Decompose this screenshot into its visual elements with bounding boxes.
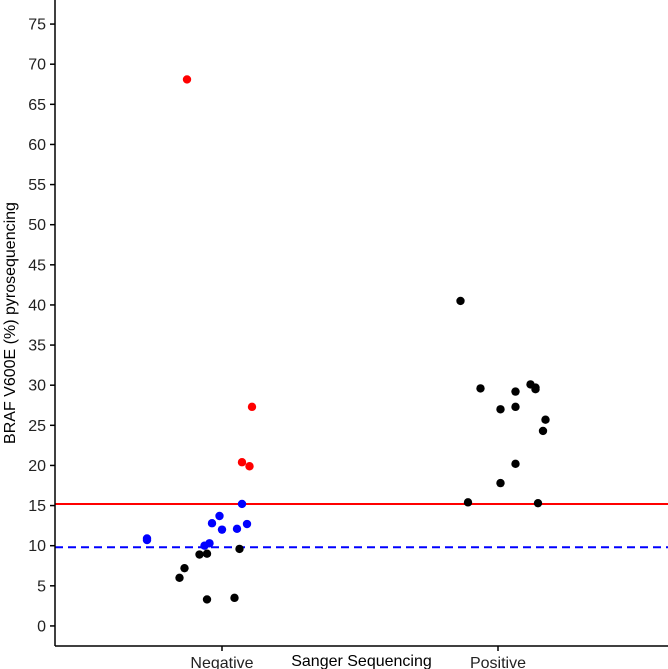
data-point-black (531, 385, 540, 394)
x-tick-label: Positive (470, 655, 526, 669)
data-points (142, 75, 550, 604)
y-tick-label: 75 (28, 17, 46, 34)
data-point-black (202, 549, 212, 558)
data-point-black (230, 593, 239, 603)
x-axis-title: Sanger Sequencing (291, 653, 432, 669)
data-point-black (180, 563, 189, 573)
data-point-black (511, 459, 520, 469)
data-point-blue (142, 535, 152, 545)
y-tick-label: 10 (28, 538, 46, 555)
y-axis-title: BRAF V600E (%) pyrosequencing (2, 202, 19, 444)
data-point-black (235, 544, 244, 554)
y-tick-label: 35 (28, 338, 46, 355)
data-point-red (182, 75, 192, 84)
data-point-black (511, 402, 520, 412)
data-point-black (496, 405, 505, 414)
y-tick-label: 60 (28, 137, 46, 154)
data-point-blue (217, 525, 227, 534)
data-point-blue (242, 519, 252, 529)
data-point-black (195, 550, 204, 559)
data-point-black (175, 573, 184, 582)
y-tick-label: 5 (37, 578, 46, 595)
y-tick-label: 15 (28, 498, 46, 515)
data-point-black (202, 595, 212, 604)
data-point-blue (237, 499, 247, 509)
data-point-blue (215, 511, 224, 521)
y-tick-label: 20 (28, 458, 46, 475)
y-tick-label: 0 (37, 618, 46, 635)
y-axis-ticks: 0 5 10 15 20 25 30 35 40 45 50 55 60 65 70 75 (28, 17, 55, 635)
data-point-blue (232, 524, 242, 534)
data-point-black (541, 415, 550, 424)
x-axis-ticks: Negative Positive (190, 646, 526, 669)
y-tick-label: 55 (28, 177, 46, 194)
y-tick-label: 30 (28, 378, 46, 395)
data-point-black (511, 387, 520, 396)
data-point-blue (207, 519, 217, 528)
data-point-red (245, 462, 254, 471)
data-point-black (476, 384, 485, 393)
data-point-black (456, 296, 465, 306)
data-point-black (496, 478, 505, 488)
y-tick-label: 50 (28, 217, 46, 234)
data-point-blue (205, 539, 214, 548)
x-tick-label: Negative (190, 655, 253, 669)
y-tick-label: 65 (28, 97, 46, 114)
data-point-red (247, 402, 257, 412)
data-point-black (533, 498, 543, 508)
data-point-black (463, 498, 473, 507)
y-tick-label: 45 (28, 257, 46, 274)
data-point-black (538, 426, 548, 436)
y-tick-label: 70 (28, 57, 46, 74)
reference-lines (55, 502, 668, 549)
y-tick-label: 25 (28, 418, 46, 435)
data-point-red (237, 458, 247, 467)
y-tick-label: 40 (28, 297, 46, 314)
axes (54, 0, 668, 647)
